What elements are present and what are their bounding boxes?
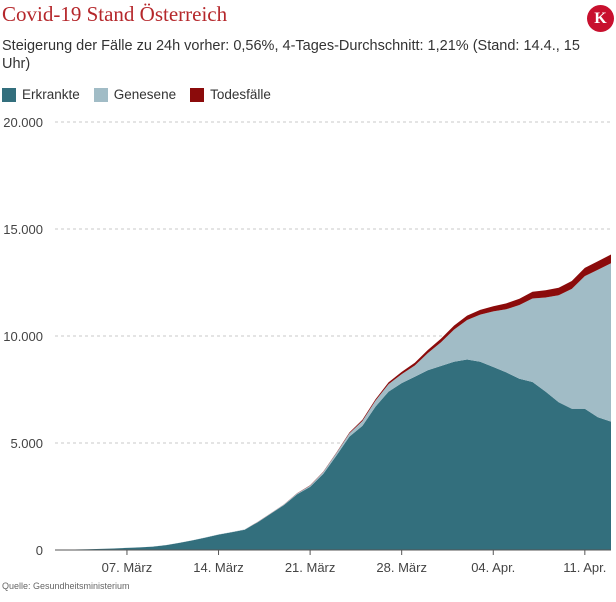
area-genesene xyxy=(61,263,611,550)
legend-label-erkrankte: Erkrankte xyxy=(22,87,80,102)
x-tick-label: 28. März xyxy=(376,560,427,575)
x-tick-label: 07. März xyxy=(102,560,153,575)
legend-label-genesene: Genesene xyxy=(113,87,177,102)
legend-swatch-todesfaelle xyxy=(190,87,205,102)
legend-swatch-erkrankte xyxy=(2,87,16,102)
area-erkrankte xyxy=(61,359,611,550)
y-tick-label: 20.000 xyxy=(3,115,43,130)
y-tick-label: 0 xyxy=(36,543,43,558)
chart-subtitle: Steigerung der Fälle zu 24h vorher: 0,56… xyxy=(2,38,580,72)
brand-logo[interactable]: K xyxy=(587,5,614,32)
legend-label-todesfaelle: Todesfälle xyxy=(210,87,271,102)
chart-legend: Erkrankte Genesene Todesfälle xyxy=(2,87,285,102)
source-note: Quelle: Gesundheitsministerium xyxy=(2,581,130,591)
y-tick-label: 15.000 xyxy=(3,222,43,237)
x-tick-label: 04. Apr. xyxy=(471,560,515,575)
x-tick-label: 21. März xyxy=(285,560,336,575)
x-tick-label: 11. Apr. xyxy=(563,560,606,575)
legend-item-genesene[interactable]: Genesene xyxy=(93,87,177,102)
y-tick-label: 10.000 xyxy=(3,329,43,344)
legend-item-erkrankte[interactable]: Erkrankte xyxy=(2,87,80,102)
x-tick-label: 14. März xyxy=(193,560,244,575)
chart-title: Covid-19 Stand Österreich xyxy=(2,2,228,26)
y-tick-label: 5.000 xyxy=(10,436,43,451)
legend-item-todesfaelle[interactable]: Todesfälle xyxy=(190,87,271,102)
legend-swatch-genesene xyxy=(93,87,108,102)
